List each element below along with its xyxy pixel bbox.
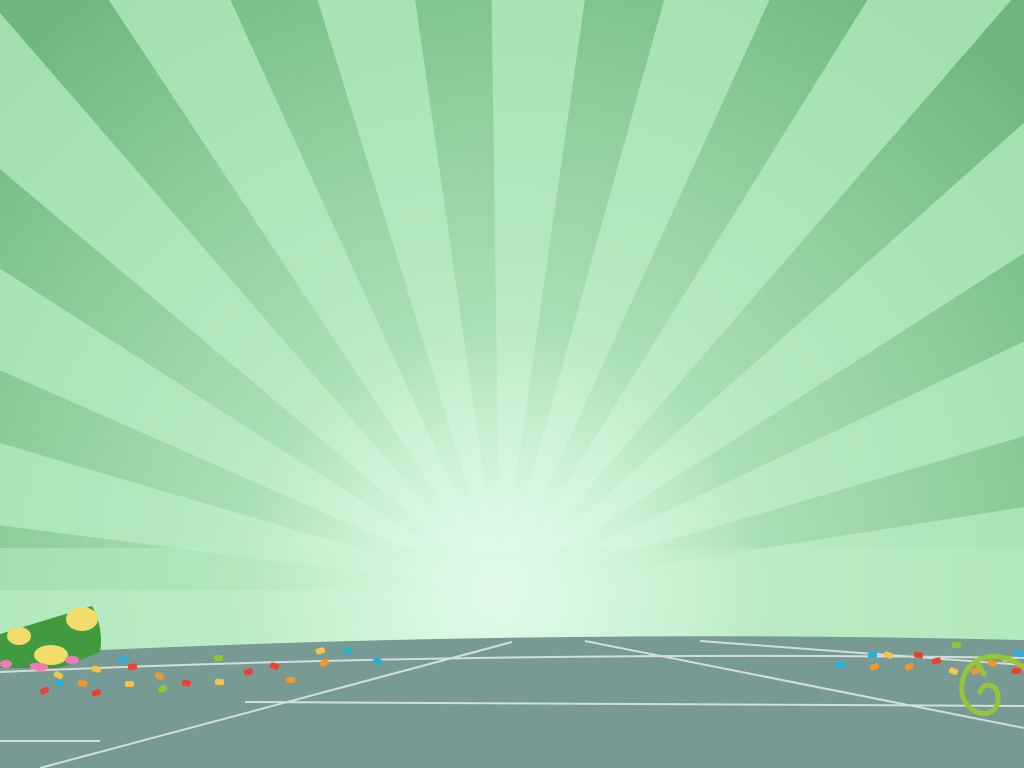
confetti-piece bbox=[91, 689, 102, 697]
confetti-piece bbox=[77, 679, 88, 688]
confetti-piece bbox=[269, 662, 280, 670]
floor-lines bbox=[0, 640, 1024, 768]
confetti-piece bbox=[867, 651, 878, 659]
confetti-piece bbox=[904, 662, 915, 671]
confetti-piece bbox=[39, 686, 50, 695]
confetti-piece bbox=[987, 659, 998, 667]
confetti-piece bbox=[117, 655, 128, 664]
confetti-piece bbox=[1013, 649, 1024, 658]
confetti-piece bbox=[883, 651, 894, 659]
confetti-piece bbox=[214, 678, 225, 686]
confetti-piece bbox=[372, 657, 383, 666]
confetti-piece bbox=[835, 661, 846, 669]
confetti-piece bbox=[952, 642, 961, 648]
confetti-piece bbox=[53, 671, 64, 680]
confetti-piece bbox=[157, 684, 168, 693]
confetti-piece bbox=[319, 658, 330, 667]
confetti-piece bbox=[91, 665, 102, 673]
floor bbox=[0, 636, 1024, 768]
party-hat-icon bbox=[0, 606, 101, 671]
confetti-piece bbox=[285, 676, 296, 684]
confetti-piece bbox=[342, 647, 353, 655]
confetti-piece bbox=[869, 663, 880, 671]
curled-streamer-icon bbox=[959, 653, 1024, 716]
confetti-piece bbox=[154, 672, 165, 681]
confetti-piece bbox=[213, 654, 224, 662]
confetti-piece bbox=[29, 662, 40, 670]
confetti-piece bbox=[1011, 667, 1022, 675]
confetti-piece bbox=[181, 679, 192, 687]
confetti-piece bbox=[948, 667, 959, 676]
confetti-piece bbox=[54, 679, 65, 687]
confetti-piece bbox=[931, 657, 942, 665]
confetti-piece bbox=[127, 663, 138, 671]
confetti-piece bbox=[124, 680, 135, 688]
confetti-piece bbox=[315, 647, 326, 655]
confetti-piece bbox=[970, 666, 981, 675]
confetti-piece bbox=[913, 651, 924, 659]
confetti-piece bbox=[243, 668, 254, 676]
